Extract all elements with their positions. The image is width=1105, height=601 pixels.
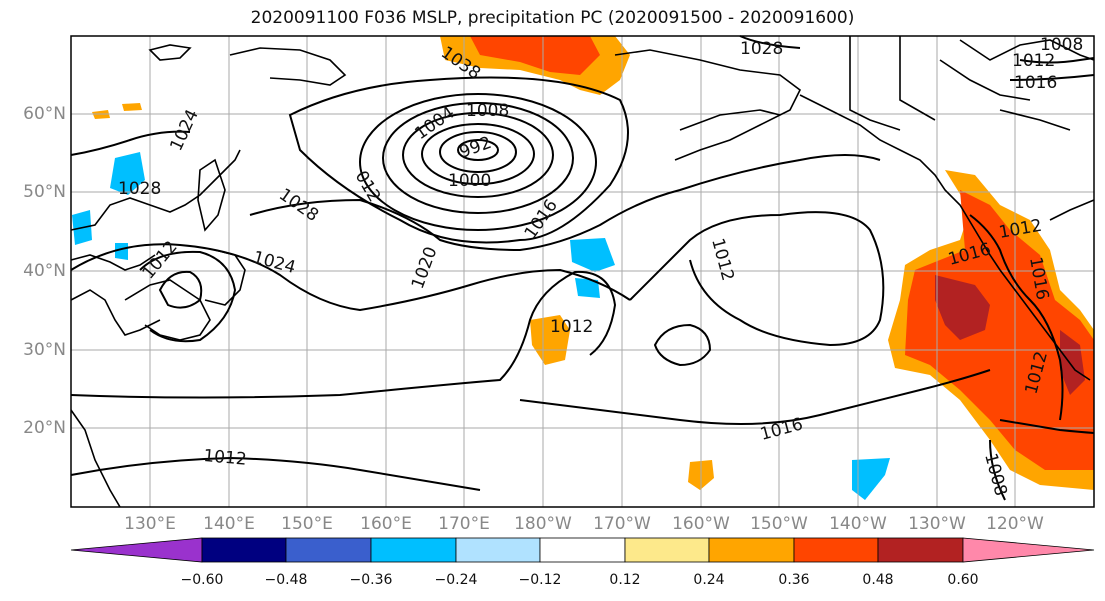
colorbar-tick-label: −0.48 (264, 572, 308, 588)
longitude-label: 180°W (514, 514, 572, 534)
longitude-label: 150°W (750, 514, 808, 534)
colorbar-swatch (708, 537, 795, 563)
isobar-label: 1000 (448, 171, 491, 191)
isobar-label: 1012 (1012, 51, 1055, 71)
precipitation-shading (72, 36, 1094, 500)
longitude-label: 130°E (124, 514, 176, 534)
colorbar-tick-label: 0.24 (693, 572, 725, 588)
colorbar-tick-label: 0.12 (609, 572, 641, 588)
colorbar-tick-label: 0.60 (947, 572, 979, 588)
isobar-label: 1028 (740, 39, 783, 59)
colorbar-swatch (455, 537, 541, 563)
longitude-label: 150°E (281, 514, 333, 534)
colorbar-swatch (201, 537, 287, 563)
isobar-label: 1008 (1040, 35, 1083, 55)
latitude-label: 40°N (23, 261, 66, 281)
colorbar-tick-label: 0.36 (778, 572, 810, 588)
isobar-label: 1012 (550, 317, 593, 337)
longitude-label: 140°W (829, 514, 887, 534)
longitude-label: 160°E (360, 514, 412, 534)
colorbar-tick-label: −0.60 (180, 572, 224, 588)
colorbar-swatch (70, 537, 203, 563)
colorbar-swatch (624, 537, 710, 563)
isobars (70, 35, 1095, 501)
longitude-label: 120°W (986, 514, 1044, 534)
isobar-label: 1008 (466, 101, 509, 121)
longitude-label: 140°E (203, 514, 255, 534)
colorbar-swatch (285, 537, 372, 563)
colorbar-tick-label: −0.24 (434, 572, 478, 588)
colorbar-tick-label: −0.12 (518, 572, 562, 588)
colorbar-tick-label: 0.48 (862, 572, 894, 588)
isobar-label: 1016 (1014, 73, 1057, 93)
map-title: 2020091100 F036 MSLP, precipitation PC (… (250, 8, 855, 28)
latitude-label: 60°N (23, 104, 66, 124)
isobar-label: 1028 (118, 179, 161, 199)
latitude-label: 50°N (23, 182, 66, 202)
longitude-label: 130°W (908, 514, 966, 534)
latitude-label: 20°N (23, 418, 66, 438)
longitude-label: 170°E (438, 514, 490, 534)
latitude-label: 30°N (23, 340, 66, 360)
colorbar (70, 537, 1095, 563)
colorbar-tick-label: −0.36 (349, 572, 393, 588)
colorbar-swatch (793, 537, 879, 563)
colorbar-swatch (962, 537, 1095, 563)
isobar-label: 1012 (203, 446, 248, 470)
colorbar-swatch (877, 537, 964, 563)
colorbar-swatch (539, 537, 626, 563)
longitude-label: 160°W (672, 514, 730, 534)
colorbar-swatch (370, 537, 457, 563)
longitude-label: 170°W (593, 514, 651, 534)
